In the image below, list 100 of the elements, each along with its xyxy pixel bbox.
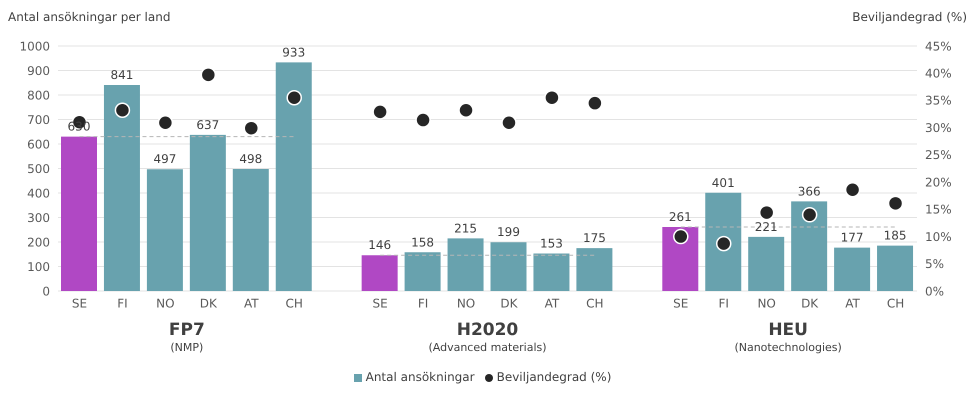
y-tick-label: 400	[27, 186, 50, 200]
x-tick-label: SE	[372, 296, 388, 311]
data-label: 498	[239, 152, 262, 166]
x-tick-label: DK	[200, 296, 218, 311]
x-tick-label: NO	[156, 296, 175, 311]
point	[415, 112, 431, 128]
point	[802, 207, 818, 223]
data-label: 175	[582, 231, 606, 246]
text: (Nanotechnologies)	[733, 341, 843, 354]
point	[200, 67, 216, 83]
y-tick-label: 800	[27, 88, 50, 102]
x-tick-label: CH	[286, 296, 303, 311]
point	[716, 236, 732, 252]
data-label: 185	[884, 228, 907, 243]
legend-label: Antal ansökningar	[366, 370, 475, 384]
y-tick-label: 300	[27, 210, 50, 225]
text: FP7	[168, 320, 206, 340]
x-tick-label: DK	[500, 296, 519, 311]
point	[114, 102, 130, 118]
y2-tick-label: 15%	[925, 202, 952, 217]
data-label: 158	[411, 235, 434, 250]
text: (Advanced materials)	[427, 341, 548, 354]
y2-axis-title: Beviljandegrad (%)	[852, 10, 967, 24]
x-tick-label: AT	[544, 296, 560, 311]
point	[158, 115, 174, 131]
point	[501, 115, 517, 131]
bar	[276, 62, 312, 291]
x-tick-label: FI	[418, 296, 428, 311]
bar	[448, 238, 484, 291]
y-axis-title: Antal ansökningar per land	[8, 10, 170, 24]
data-label: 401	[712, 176, 735, 190]
y-tick-label: 1000	[19, 39, 50, 54]
point	[372, 104, 388, 120]
x-tick-label: DK	[801, 296, 820, 311]
x-tick-label: FI	[117, 296, 128, 311]
data-label: 153	[540, 236, 563, 251]
point	[286, 90, 302, 106]
data-label: 637	[196, 118, 220, 132]
y2-tick-label: 30%	[925, 120, 952, 135]
y-tick-label: 0	[42, 284, 50, 298]
point	[758, 204, 774, 220]
point	[458, 102, 474, 118]
y2-tick-label: 5%	[925, 257, 944, 272]
bar	[190, 134, 226, 291]
y2-tick-label: 0%	[925, 284, 944, 298]
x-tick-label: AT	[244, 296, 260, 311]
x-tick-label: NO	[456, 296, 476, 311]
y-tick-label: 900	[27, 64, 50, 78]
y-tick-label: 700	[27, 112, 50, 127]
x-tick-label: SE	[673, 296, 688, 311]
x-tick-label: AT	[845, 296, 861, 311]
y2-tick-label: 35%	[925, 94, 952, 108]
bar	[834, 248, 870, 291]
data-label: 199	[497, 225, 520, 240]
data-label: 497	[153, 152, 176, 166]
bar	[662, 227, 698, 291]
bar	[490, 242, 526, 291]
x-tick-label: SE	[72, 296, 88, 311]
x-tick-label: NO	[757, 296, 776, 311]
bar	[61, 136, 97, 291]
legend-label: Beviljandegrad (%)	[496, 370, 612, 384]
data-label: 215	[454, 221, 478, 236]
point	[844, 182, 860, 198]
bar	[104, 84, 140, 291]
y2-tick-label: 20%	[925, 175, 952, 190]
y2-tick-label: 25%	[925, 148, 952, 162]
data-label: 146	[368, 238, 392, 252]
x-tick-label: CH	[886, 296, 904, 311]
bar	[362, 255, 398, 291]
text: H2020	[456, 320, 520, 340]
bar	[877, 246, 914, 291]
point	[888, 196, 904, 212]
data-label: 366	[798, 184, 821, 198]
x-tick-label: FI	[718, 296, 729, 311]
y2-tick-label: 40%	[925, 66, 952, 80]
y-tick-label: 500	[27, 162, 50, 176]
text: HEU	[767, 320, 809, 340]
y-tick-label: 100	[27, 260, 50, 274]
point	[587, 95, 603, 111]
data-label: 841	[110, 68, 134, 82]
x-tick-label: CH	[586, 296, 604, 311]
data-label: 221	[754, 220, 778, 234]
bar	[748, 236, 784, 291]
data-label: 177	[840, 230, 864, 245]
bar	[232, 168, 269, 291]
point	[244, 120, 260, 136]
bar	[146, 169, 183, 291]
point	[544, 90, 560, 106]
data-label: 261	[668, 210, 692, 224]
bar	[576, 248, 612, 291]
y-tick-label: 600	[27, 137, 50, 152]
bar	[404, 252, 441, 291]
bar	[533, 254, 570, 291]
point	[673, 228, 689, 244]
data-label: 933	[282, 45, 306, 60]
y2-tick-label: 10%	[925, 230, 952, 244]
y-tick-label: 200	[27, 235, 50, 250]
y2-tick-label: 45%	[925, 39, 952, 54]
text: (NMP)	[169, 341, 204, 354]
bar	[791, 201, 828, 291]
